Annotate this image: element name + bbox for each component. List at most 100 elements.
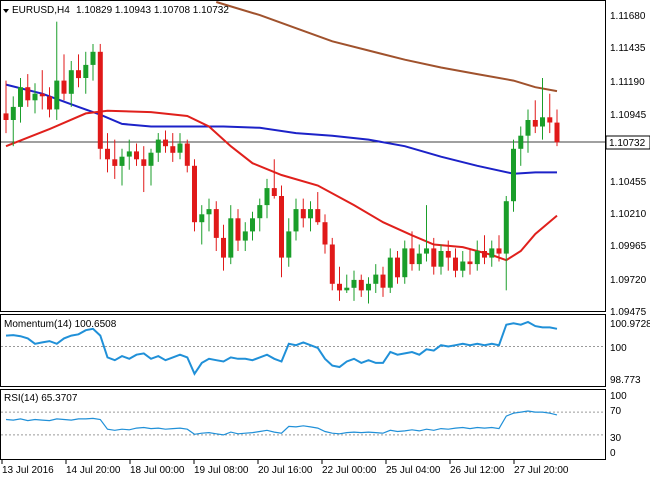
sma-slow-line [216,1,558,93]
candle-body [351,279,357,288]
candle-body [163,139,168,147]
candle-body [554,122,560,143]
date-tick: 25 Jul 04:00 [386,465,441,476]
candle-body [213,209,219,238]
sma-fast-line [5,109,558,262]
candle-body [431,248,437,267]
candle-body [445,251,451,258]
candle-body [141,159,147,166]
candle-body [18,87,23,107]
candle-body [25,87,31,101]
candle-body [235,218,241,241]
time-axis: 13 Jul 2016 14 Jul 20:00 18 Jul 00:00 19… [1,460,569,476]
current-price-tag [605,135,650,150]
candle-body [453,257,458,271]
candle-body [547,117,553,123]
candle-body [409,248,415,265]
candle-body [39,93,45,97]
candle-body [540,117,545,127]
candle-body [322,222,328,245]
date-tick: 13 Jul 2016 [2,465,54,476]
candle-body [525,120,531,136]
candle-body [293,209,299,232]
rsi-plot [1,410,605,436]
date-tick: 27 Jul 20:00 [514,465,569,476]
price-tick: 1.09965 [610,241,647,252]
price-tick: 1.10945 [610,110,647,121]
candle-body [438,251,444,267]
candle-body [170,146,176,153]
price-tick: 1.10455 [610,177,647,188]
rsi-title: RSI(14) 65.3707 [4,393,78,404]
price-tick: 1.09720 [610,275,647,286]
candle-body [496,248,502,254]
candle-body [97,51,103,149]
candle-body [380,274,386,288]
date-tick: 20 Jul 16:00 [258,465,313,476]
candle-body [460,261,466,271]
candle-body [329,244,335,284]
candle-body [61,80,67,94]
price-tick: 1.11680 [610,11,646,22]
candle-body [366,283,371,291]
candle-body [337,283,342,291]
candle-body [90,51,96,65]
candle-body [112,159,118,166]
momentum-title: Momentum(14) 100.6508 [4,319,117,330]
rsi-tick: 70 [610,406,622,417]
candle-body [206,209,212,215]
candle-body [518,135,524,149]
candle-body [286,231,292,258]
candle-body [134,151,139,160]
candle-body [250,218,255,232]
price-tick: 1.09475 [610,307,647,318]
candle-body [105,148,110,160]
candle-body [503,201,509,254]
momentum-tick: 98.773 [610,375,641,386]
candle-body [126,151,132,157]
date-tick: 26 Jul 12:00 [450,465,505,476]
rsi-tick: 100 [610,391,627,402]
candle-body [221,237,226,258]
candle-body [387,257,393,288]
rsi-tick: 30 [610,433,622,444]
candle-body [3,113,9,120]
candle-body [257,205,263,219]
candle-body [242,231,248,241]
symbol-marker-icon [3,9,9,13]
current-price-label: 1.10732 [609,138,646,149]
candle-body [511,148,516,202]
candle-body [47,96,52,110]
momentum-plot [1,320,605,376]
candle-body [148,152,154,166]
candle-body [119,156,125,166]
symbol-label: EURUSD,H4 [12,5,70,16]
candle-body [192,165,197,223]
candle-body [264,188,270,206]
candle-body [416,253,422,265]
candle-body [344,287,350,291]
rsi-tick: 0 [610,448,616,459]
momentum-tick: 100 [610,343,627,354]
candle-body [177,143,183,153]
price-tick: 1.11435 [610,43,646,54]
candle-body [228,218,234,258]
candle-body [424,248,429,254]
candle-body [373,274,379,284]
date-tick: 18 Jul 00:00 [130,465,185,476]
price-tick: 1.11190 [610,77,645,88]
candle-body [308,209,313,219]
candle-body [489,248,495,258]
candle-body [199,214,205,223]
candle-body [482,251,487,258]
candle-body [279,196,284,258]
candle-body [474,251,480,265]
candle-body [300,209,306,219]
momentum-tick: 100.9728 [610,319,650,330]
date-tick: 22 Jul 00:00 [322,465,377,476]
candle-body [315,209,321,223]
candle-body [402,248,408,278]
date-tick: 14 Jul 20:00 [66,465,121,476]
